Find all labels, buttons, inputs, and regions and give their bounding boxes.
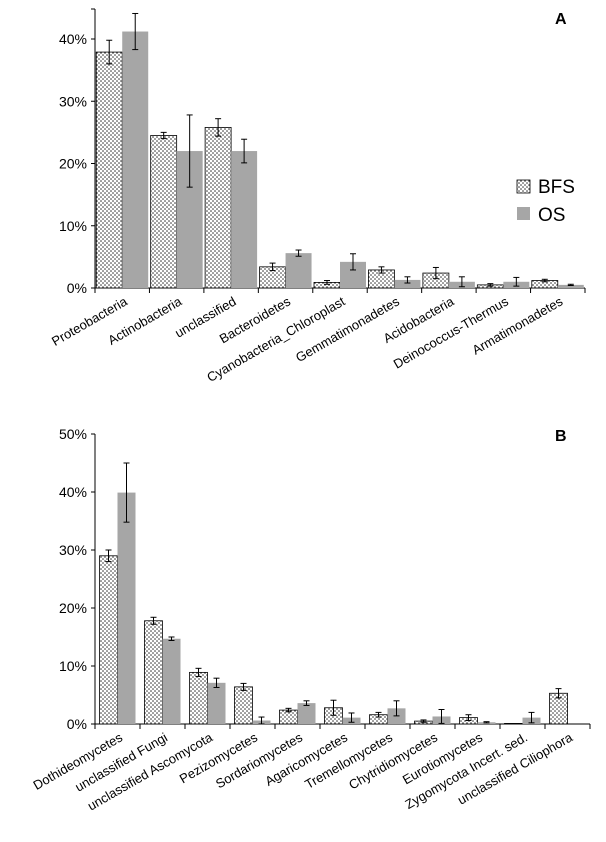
bar-bfs-actinobacteria	[150, 135, 178, 289]
y-tick-label: 10%	[59, 218, 87, 234]
bar-os-dothideomycetes	[117, 492, 136, 724]
legend-swatch-os	[517, 207, 530, 220]
legend-item-os: OS	[517, 205, 565, 226]
bar-bfs-proteobacteria	[95, 51, 123, 289]
y-tick-label: 20%	[59, 156, 87, 172]
bar-os-unclassified-fungi	[162, 638, 181, 724]
panel-label: B	[555, 428, 567, 445]
bar-os-bacteroidetes	[285, 253, 312, 288]
x-tick-label-armatimonadetes: Armatimonadetes	[470, 293, 566, 357]
y-tick-label: 50%	[59, 426, 87, 442]
bar-bfs-zygomycota-incert-sed	[504, 723, 523, 725]
y-tick-label: 0%	[67, 280, 87, 296]
legend-label-bfs: BFS	[538, 177, 575, 198]
bar-bfs-dothideomycetes	[99, 555, 118, 725]
bar-os-unclassified	[231, 151, 258, 288]
bar-bfs-unclassified-fungi	[144, 620, 163, 725]
legend-label-os: OS	[538, 205, 565, 226]
bar-os-unclassified-ascomycota	[207, 682, 226, 724]
bar-bfs-pezizomycetes	[234, 686, 253, 725]
panel-label: A	[555, 11, 567, 28]
y-tick-label: 20%	[59, 600, 87, 616]
y-tick-label: 40%	[59, 484, 87, 500]
bar-bfs-unclassified	[204, 126, 232, 289]
bar-os-gemmatimonadetes	[394, 279, 421, 288]
legend: BFS OS	[516, 177, 575, 226]
y-tick-label: 0%	[67, 716, 87, 732]
bar-os-armatimonadetes	[557, 284, 584, 288]
bar-os-proteobacteria	[122, 31, 149, 289]
y-tick-label: 10%	[59, 658, 87, 674]
bar-bfs-unclassified-ascomycota	[189, 671, 208, 725]
y-tick-label: 40%	[59, 31, 87, 47]
legend-swatch-bfs	[516, 179, 531, 194]
chart-panel-a: 0%10%20%30%40%ProteobacteriaActinobacter…	[49, 8, 586, 385]
y-tick-label: 30%	[59, 542, 87, 558]
y-tick-label: 30%	[59, 93, 87, 109]
bar-os-sordariomycetes	[297, 703, 316, 724]
legend-item-bfs: BFS	[516, 177, 575, 198]
chart-panel-b: 0%10%20%30%40%50%Dothideomycetesunclassi…	[31, 426, 591, 813]
